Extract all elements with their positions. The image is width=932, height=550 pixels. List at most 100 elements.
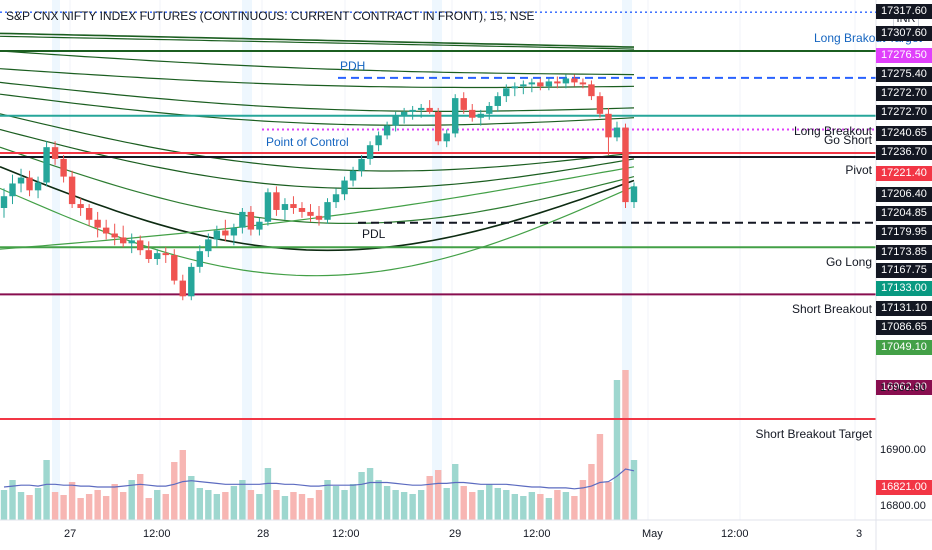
candle-body bbox=[188, 266, 195, 297]
volume-bar bbox=[315, 490, 323, 520]
candle-body bbox=[554, 81, 561, 84]
volume-bar bbox=[51, 492, 59, 520]
volume-bar bbox=[358, 472, 365, 520]
volume-bar bbox=[17, 492, 25, 520]
price-tag: 17204.85 bbox=[876, 206, 932, 221]
candle-body bbox=[179, 280, 186, 297]
volume-bar bbox=[443, 488, 450, 520]
volume-bar bbox=[562, 492, 570, 520]
volume-bar bbox=[213, 494, 221, 520]
x-tick-label: 12:00 bbox=[721, 528, 749, 540]
volume-bar bbox=[417, 490, 425, 520]
volume-bar bbox=[528, 492, 536, 520]
candle-body bbox=[111, 233, 118, 238]
ma-line bbox=[0, 68, 635, 89]
volume-bar bbox=[77, 498, 84, 520]
volume-bar bbox=[298, 494, 306, 520]
volume-bar bbox=[605, 482, 612, 520]
volume-bar bbox=[290, 492, 297, 520]
candle-body bbox=[145, 250, 152, 260]
ma-line bbox=[0, 113, 635, 172]
volume-bar bbox=[486, 484, 493, 520]
candle-body bbox=[0, 196, 8, 208]
candle-body bbox=[128, 240, 135, 244]
volume-bar bbox=[511, 494, 519, 520]
volume-bar bbox=[119, 492, 127, 520]
candle-body bbox=[537, 82, 544, 87]
level-label: Go Short bbox=[823, 133, 872, 148]
candle-body bbox=[630, 186, 638, 203]
candle-body bbox=[77, 204, 84, 208]
candle-body bbox=[332, 194, 340, 203]
volume-bar bbox=[128, 480, 135, 520]
candle-body bbox=[520, 84, 527, 87]
volume-bar bbox=[281, 496, 289, 520]
volume-bar bbox=[154, 490, 161, 520]
volume-bar bbox=[341, 490, 348, 520]
candle-body bbox=[94, 219, 101, 228]
session-band bbox=[622, 0, 632, 520]
volume-bar bbox=[256, 494, 263, 520]
candle-body bbox=[571, 78, 578, 83]
candle-body bbox=[469, 109, 476, 118]
volume-bar bbox=[264, 468, 272, 520]
level-label: Point of Control bbox=[266, 134, 349, 149]
volume-bar bbox=[60, 495, 67, 520]
price-tag: 17272.70 bbox=[876, 86, 932, 101]
chart-title: S&P CNX NIFTY INDEX FUTURES (CONTINUOUS:… bbox=[6, 9, 535, 23]
candle-body bbox=[43, 147, 50, 183]
volume-bar bbox=[622, 370, 629, 520]
y-tick-label: 16900.00 bbox=[880, 444, 926, 456]
volume-bar bbox=[409, 494, 416, 520]
candle-body bbox=[409, 109, 416, 112]
volume-bar bbox=[230, 486, 238, 520]
volume-bar bbox=[239, 480, 246, 520]
price-tag: 17131.10 bbox=[876, 301, 932, 316]
candle-body bbox=[9, 183, 16, 197]
candle-body bbox=[34, 182, 42, 191]
price-tag: 17086.65 bbox=[876, 320, 932, 335]
candle-body bbox=[417, 107, 425, 110]
volume-bar bbox=[111, 484, 118, 520]
ma-line bbox=[0, 35, 635, 50]
volume-bar bbox=[366, 468, 374, 520]
volume-bar bbox=[145, 498, 152, 520]
volume-bar bbox=[375, 480, 382, 520]
candle-body bbox=[205, 239, 212, 252]
volume-bar bbox=[503, 490, 510, 520]
candle-body bbox=[281, 204, 289, 210]
candle-body bbox=[154, 253, 161, 260]
volume-bar bbox=[400, 492, 408, 520]
candle-body bbox=[392, 115, 399, 126]
candle-body bbox=[494, 96, 501, 106]
volume-bar bbox=[171, 462, 178, 520]
volume-bar bbox=[43, 460, 50, 520]
price-tag: 17179.95 bbox=[876, 225, 932, 240]
volume-bar bbox=[588, 464, 595, 520]
candle-body bbox=[196, 251, 204, 267]
volume-bar bbox=[349, 484, 357, 520]
candle-body bbox=[596, 96, 604, 114]
candle-body bbox=[102, 227, 110, 234]
candle-body bbox=[239, 211, 246, 228]
ma-line bbox=[0, 50, 635, 76]
x-tick-label: 12:00 bbox=[332, 528, 360, 540]
level-label: PDH bbox=[340, 58, 366, 73]
candle-body bbox=[400, 111, 408, 116]
volume-bar bbox=[469, 492, 476, 520]
candle-body bbox=[68, 176, 76, 205]
volume-bar bbox=[520, 496, 527, 520]
candle-body bbox=[307, 211, 314, 216]
candle-body bbox=[162, 253, 169, 256]
volume-bar bbox=[0, 490, 8, 520]
candle-body bbox=[324, 202, 331, 220]
candle-body bbox=[315, 215, 323, 220]
candle-body bbox=[341, 180, 348, 195]
candle-body bbox=[503, 88, 510, 97]
candle-body bbox=[119, 237, 127, 244]
candle-body bbox=[434, 111, 442, 142]
candle-body bbox=[137, 240, 144, 251]
candle-body bbox=[247, 211, 255, 230]
price-tag: 16821.00 bbox=[876, 480, 932, 495]
